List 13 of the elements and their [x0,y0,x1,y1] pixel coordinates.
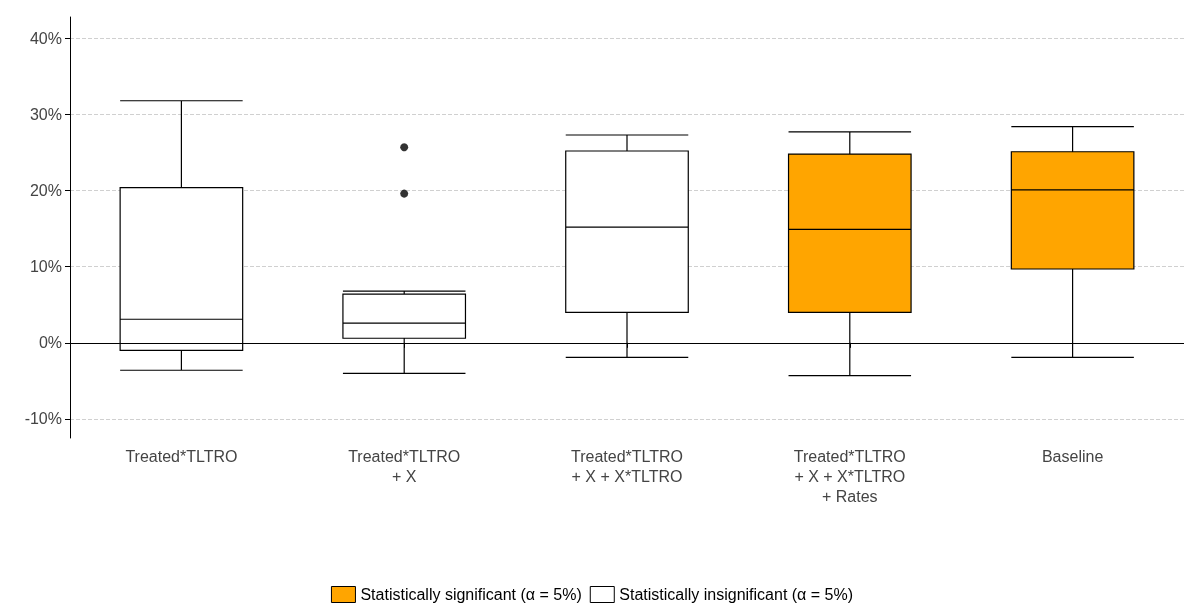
y-tick-label: 30% [29,105,62,123]
y-tick-label: 20% [29,182,62,200]
x-tick-label: Treated*TLTRO [125,447,238,465]
y-tick-label: 10% [29,258,62,276]
legend-label: Statistically significant (α = 5%) [360,586,582,603]
x-tick-label: Treated*TLTRO + X + X*TLTRO + Rates [793,447,906,505]
y-tick-label: 0% [38,334,62,352]
x-tick-label: Treated*TLTRO + X [348,447,461,485]
x-tick-label: Baseline [1041,447,1104,465]
legend-label: Statistically insignificant (α = 5%) [619,586,854,603]
y-tick-label: -10% [24,410,62,428]
y-tick-label: 40% [29,29,62,47]
x-tick-label: Treated*TLTRO + X + X*TLTRO [570,447,684,485]
